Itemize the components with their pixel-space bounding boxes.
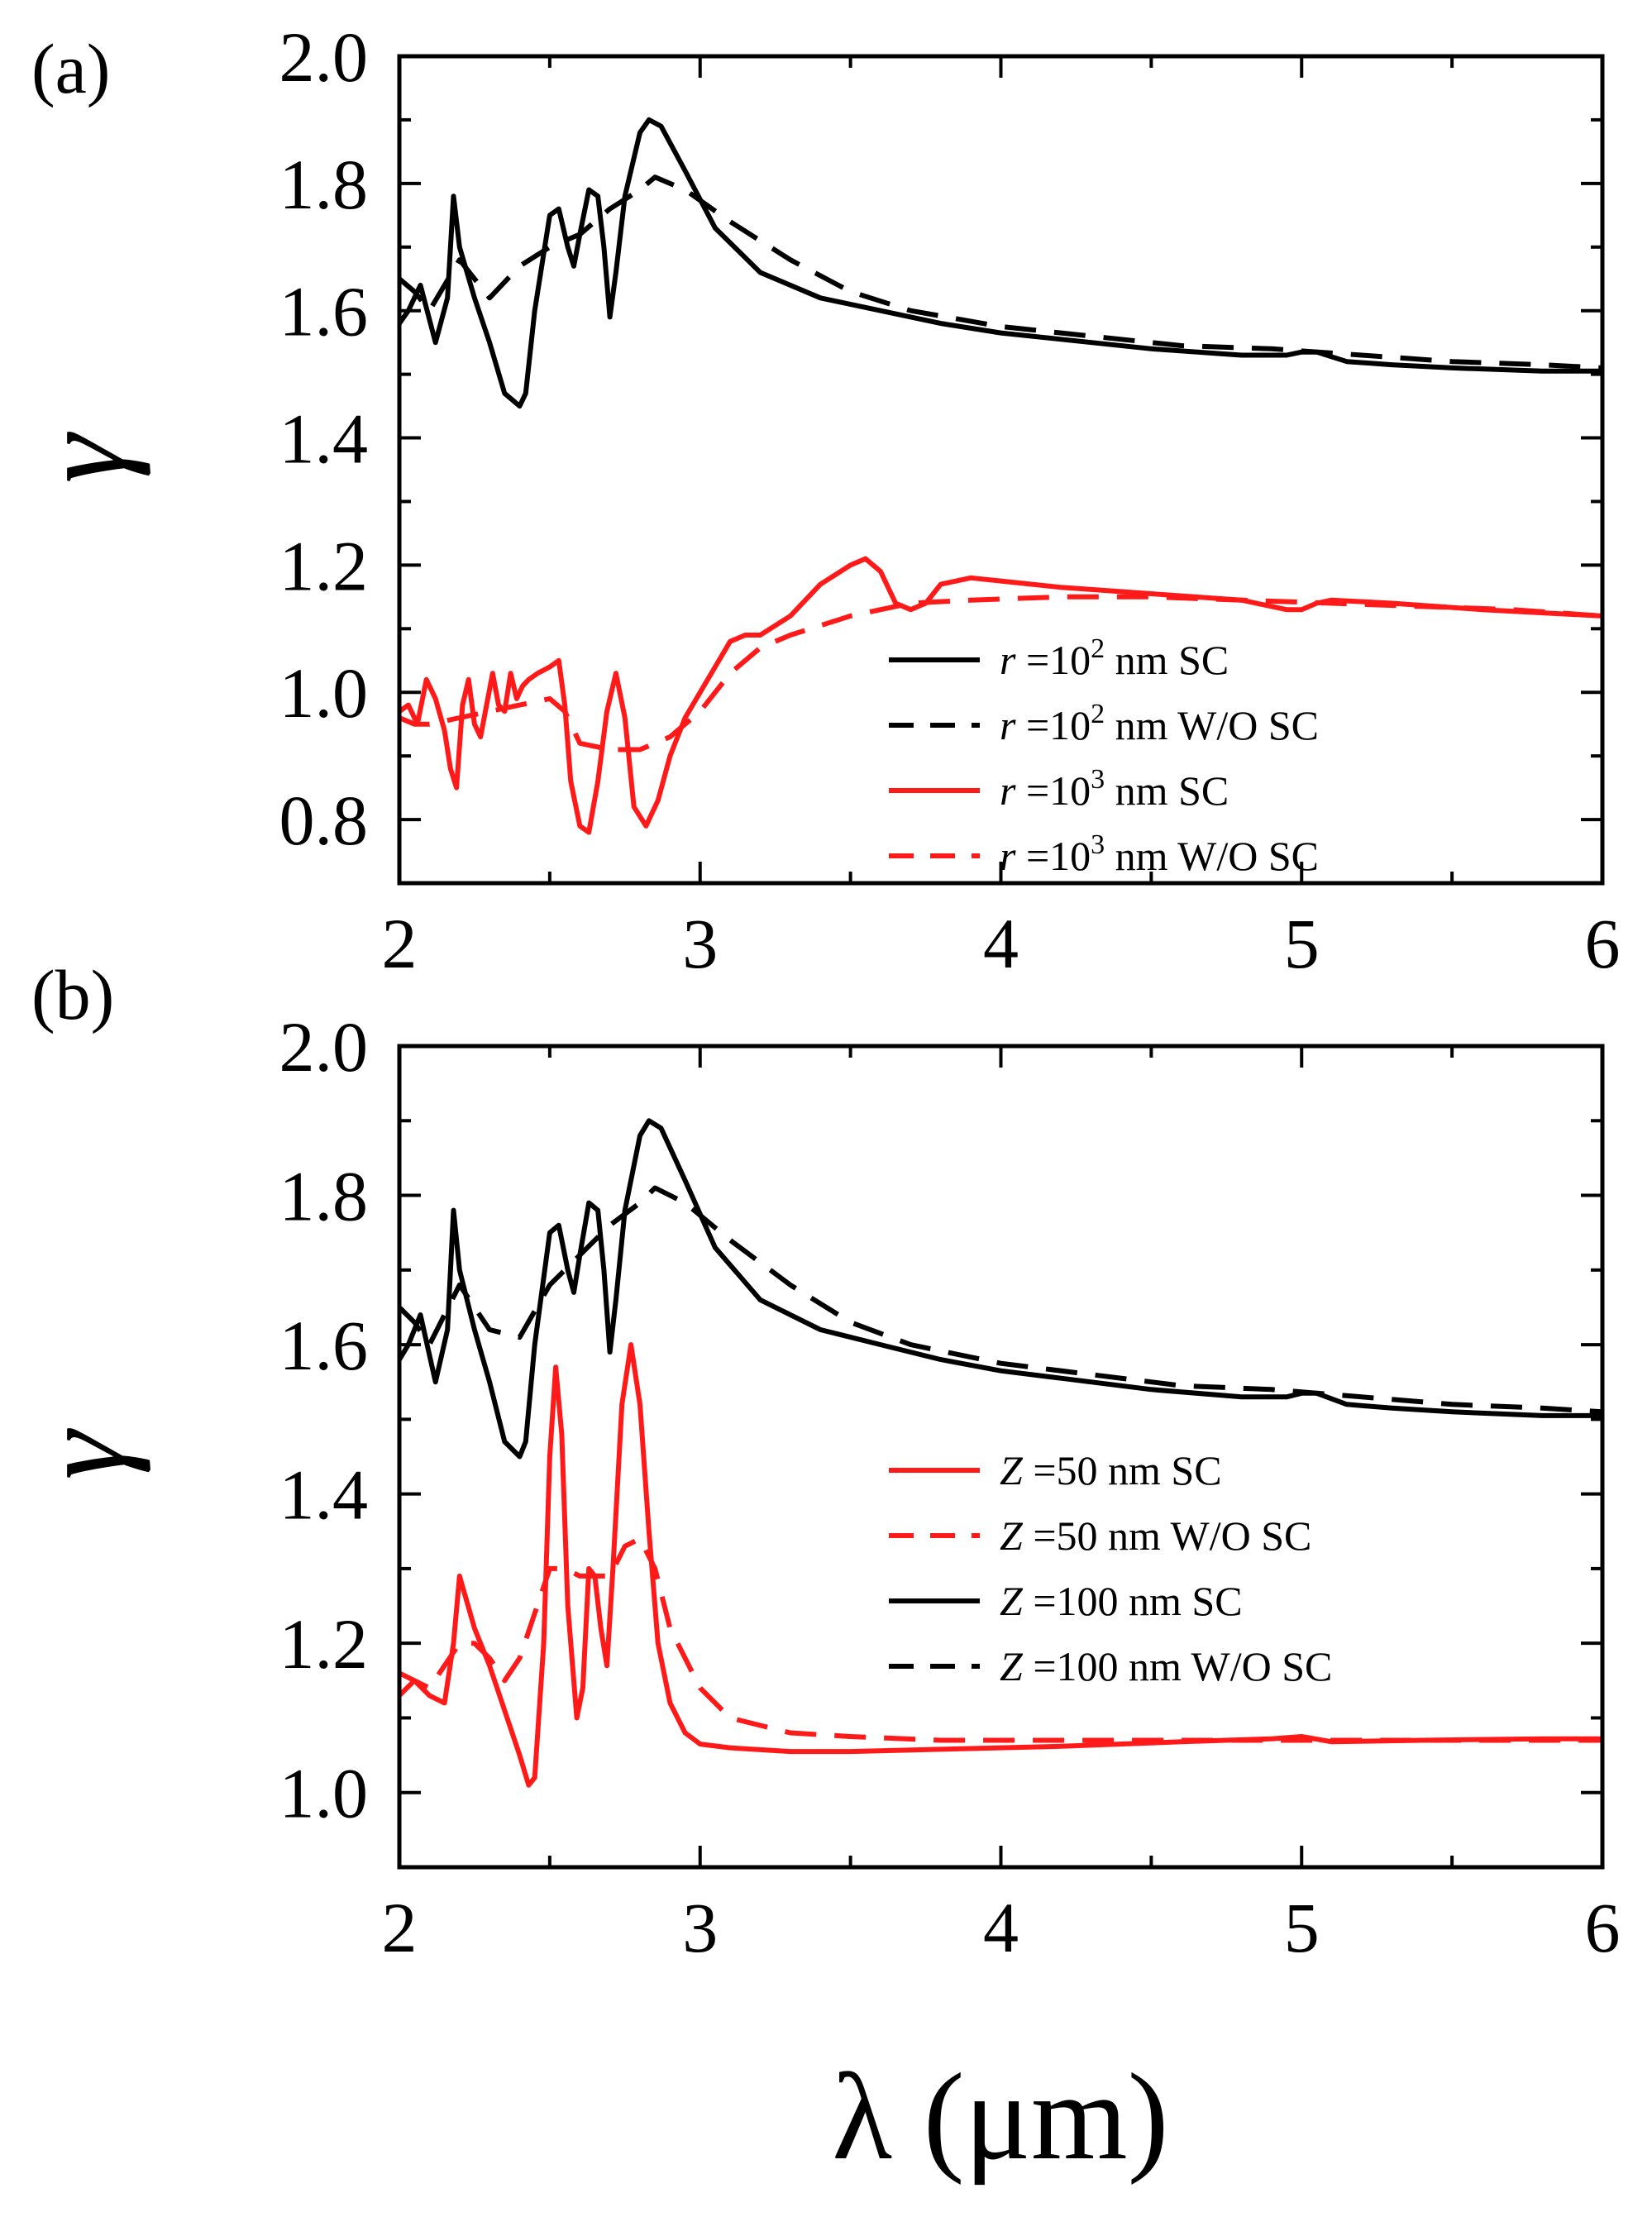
x-tick-label-a-2: 4 (983, 904, 1019, 983)
y-tick-label-b-4: 1.8 (279, 1157, 369, 1236)
x-tick-label-a-4: 6 (1585, 904, 1621, 983)
ticks-b: 2 3 4 5 6 1.0 1.2 1.4 1.6 1.8 2.0 (279, 1007, 1621, 1967)
series-line-a-0 (399, 117, 1602, 409)
x-tick-label-b-3: 5 (1284, 1888, 1320, 1967)
x-tick-label-b-2: 4 (983, 1888, 1019, 1967)
legend-label-a-3: r =103 nm W/O SC (1000, 829, 1319, 879)
y-tick-label-b-3: 1.6 (279, 1306, 369, 1385)
series-line-a-2 (399, 556, 1602, 835)
x-axis-label: λ (μm) (832, 2048, 1168, 2186)
legend-label-a-1: r =102 nm W/O SC (1000, 699, 1319, 748)
series-line-b-2 (399, 1118, 1602, 1460)
series-line-a-1 (399, 174, 1602, 370)
y-tick-label-b-2: 1.4 (279, 1455, 369, 1535)
y-tick-label-a-4: 1.6 (279, 272, 369, 351)
y-tick-label-a-2: 1.2 (279, 526, 369, 605)
series-lines-a (399, 117, 1602, 835)
y-axis-label-a: γ (14, 432, 151, 484)
y-axis-label-b: γ (14, 1428, 151, 1480)
panel-label-a: (a) (31, 29, 110, 108)
series-line-b-3 (399, 1185, 1602, 1415)
plot-frame-a (397, 54, 1605, 886)
legend-b: Z =50 nm SC Z =50 nm W/O SC Z =100 nm SC Z … (889, 1447, 1332, 1689)
legend-label-b-1: Z =50 nm W/O SC (1000, 1512, 1311, 1559)
x-tick-label-a-1: 3 (682, 904, 718, 983)
x-tick-label-a-0: 2 (382, 904, 418, 983)
ticks-a: 2 3 4 5 6 0.8 1.0 1.2 1.4 1.6 1.8 2.0 (279, 17, 1621, 983)
series-lines-b (399, 1118, 1602, 1788)
legend-label-b-3: Z =100 nm W/O SC (1000, 1643, 1332, 1689)
legend-a: r =102 nm SC r =102 nm W/O SC r =103 nm SC… (889, 633, 1319, 879)
y-tick-label-a-3: 1.4 (279, 399, 369, 479)
x-tick-label-a-3: 5 (1284, 904, 1320, 983)
x-tick-label-b-4: 6 (1585, 1888, 1621, 1967)
x-tick-label-b-1: 3 (682, 1888, 718, 1967)
y-tick-label-b-1: 1.2 (279, 1604, 369, 1684)
panel-label-b: (b) (31, 955, 114, 1034)
y-tick-label-a-1: 1.0 (279, 653, 369, 733)
panel-a: (a) γ 2 3 4 5 6 0.8 1.0 1.2 1.4 1.6 1.8 2.0 r =102 … (14, 17, 1621, 983)
y-tick-label-a-6: 2.0 (279, 17, 369, 97)
legend-label-b-0: Z =50 nm SC (1000, 1447, 1222, 1493)
series-line-b-0 (399, 1342, 1602, 1788)
legend-label-a-0: r =102 nm SC (1000, 633, 1229, 683)
y-tick-label-a-0: 0.8 (279, 781, 369, 860)
panel-b: (b) γ 2 3 4 5 6 1.0 1.2 1.4 1.6 1.8 2.0 Z =50 nm S… (14, 955, 1621, 1967)
series-line-b-1 (399, 1536, 1602, 1743)
y-tick-label-b-5: 2.0 (279, 1007, 369, 1087)
y-tick-label-a-5: 1.8 (279, 145, 369, 224)
series-line-a-3 (399, 594, 1602, 753)
y-tick-label-b-0: 1.0 (279, 1754, 369, 1833)
legend-label-a-2: r =103 nm SC (1000, 764, 1229, 814)
x-tick-label-b-0: 2 (382, 1888, 418, 1967)
legend-label-b-2: Z =100 nm SC (1000, 1578, 1243, 1624)
plot-frame-b (397, 1044, 1605, 1870)
